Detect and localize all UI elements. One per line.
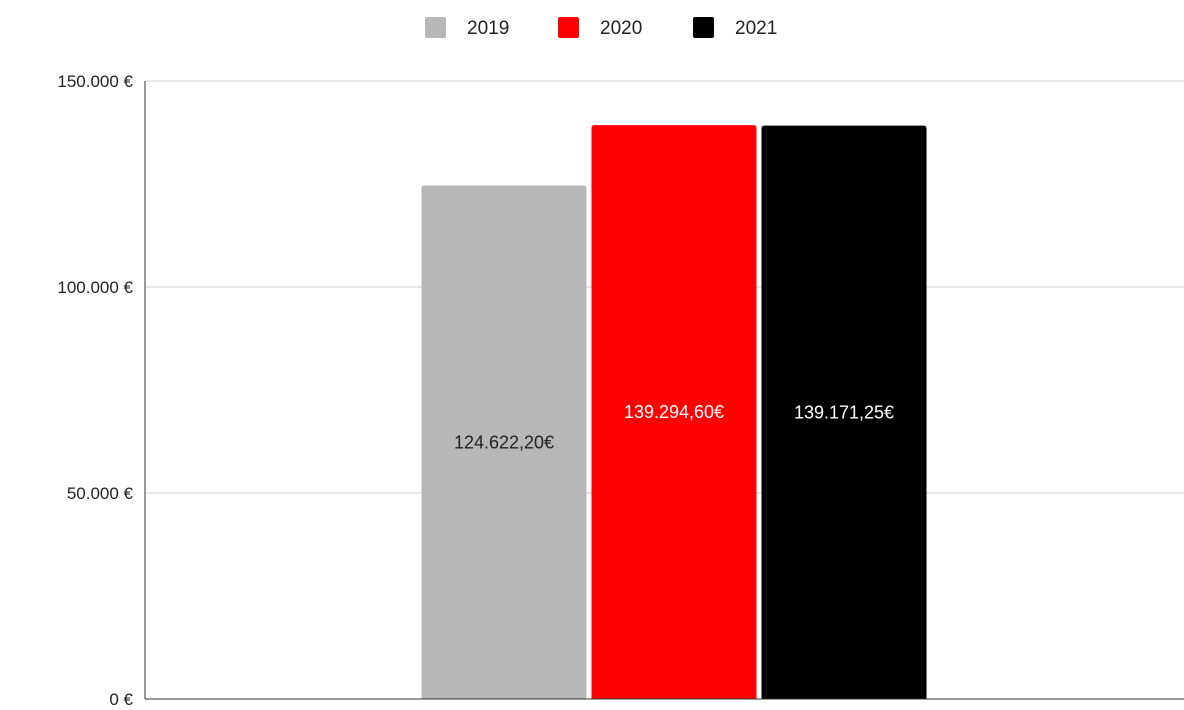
axes [144, 81, 1184, 700]
legend-label-2020: 2020 [600, 18, 642, 39]
data-label-2019: 124.622,20€ [454, 432, 554, 452]
data-label-2020: 139.294,60€ [624, 402, 724, 422]
bars [421, 125, 927, 700]
y-axis-tick-labels: 0 € 50.000 € 100.000 € 150.000 € [57, 72, 133, 709]
legend-label-2019: 2019 [467, 18, 509, 39]
y-tick-label: 0 € [109, 690, 133, 709]
y-tick-label: 50.000 € [67, 484, 134, 503]
data-label-2021: 139.171,25€ [794, 402, 894, 422]
legend-swatch-2019 [425, 17, 446, 38]
y-tick-label: 100.000 € [57, 278, 133, 297]
bar-2019 [421, 185, 587, 700]
data-labels: 124.622,20€ 139.294,60€ 139.171,25€ [454, 402, 894, 452]
legend-swatch-2020 [558, 17, 579, 38]
bar-2020 [591, 125, 757, 699]
legend-swatch-2021 [693, 17, 714, 38]
legend-label-2021: 2021 [735, 18, 777, 39]
legend: 2019 2020 2021 [425, 17, 777, 39]
y-tick-label: 150.000 € [57, 72, 133, 91]
bar-2021 [761, 125, 927, 700]
